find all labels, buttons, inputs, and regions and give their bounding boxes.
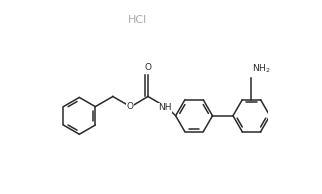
Text: O: O [127, 102, 134, 111]
Text: HCl: HCl [128, 15, 147, 24]
Text: NH: NH [158, 103, 171, 112]
Text: O: O [145, 63, 151, 72]
Text: NH$_2$: NH$_2$ [252, 62, 271, 75]
